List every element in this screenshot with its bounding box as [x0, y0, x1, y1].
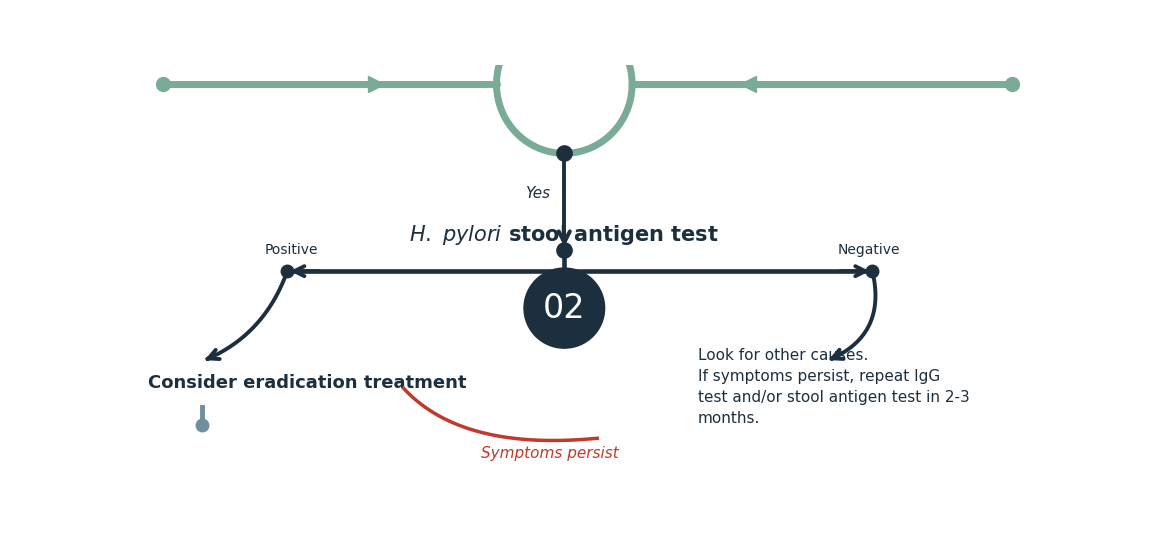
Text: Negative: Negative — [837, 244, 900, 257]
Text: 02: 02 — [543, 292, 586, 325]
Text: Symptoms persist: Symptoms persist — [481, 446, 619, 461]
Text: Look for other causes.
If symptoms persist, repeat IgG
test and/or stool antigen: Look for other causes. If symptoms persi… — [698, 348, 970, 426]
Circle shape — [524, 268, 604, 348]
Text: $\mathit{H.\ pylori}$ stool antigen test: $\mathit{H.\ pylori}$ stool antigen test — [410, 222, 719, 247]
Text: Consider eradication treatment: Consider eradication treatment — [147, 374, 466, 393]
Text: Positive: Positive — [265, 244, 318, 257]
Text: Yes: Yes — [525, 186, 550, 201]
